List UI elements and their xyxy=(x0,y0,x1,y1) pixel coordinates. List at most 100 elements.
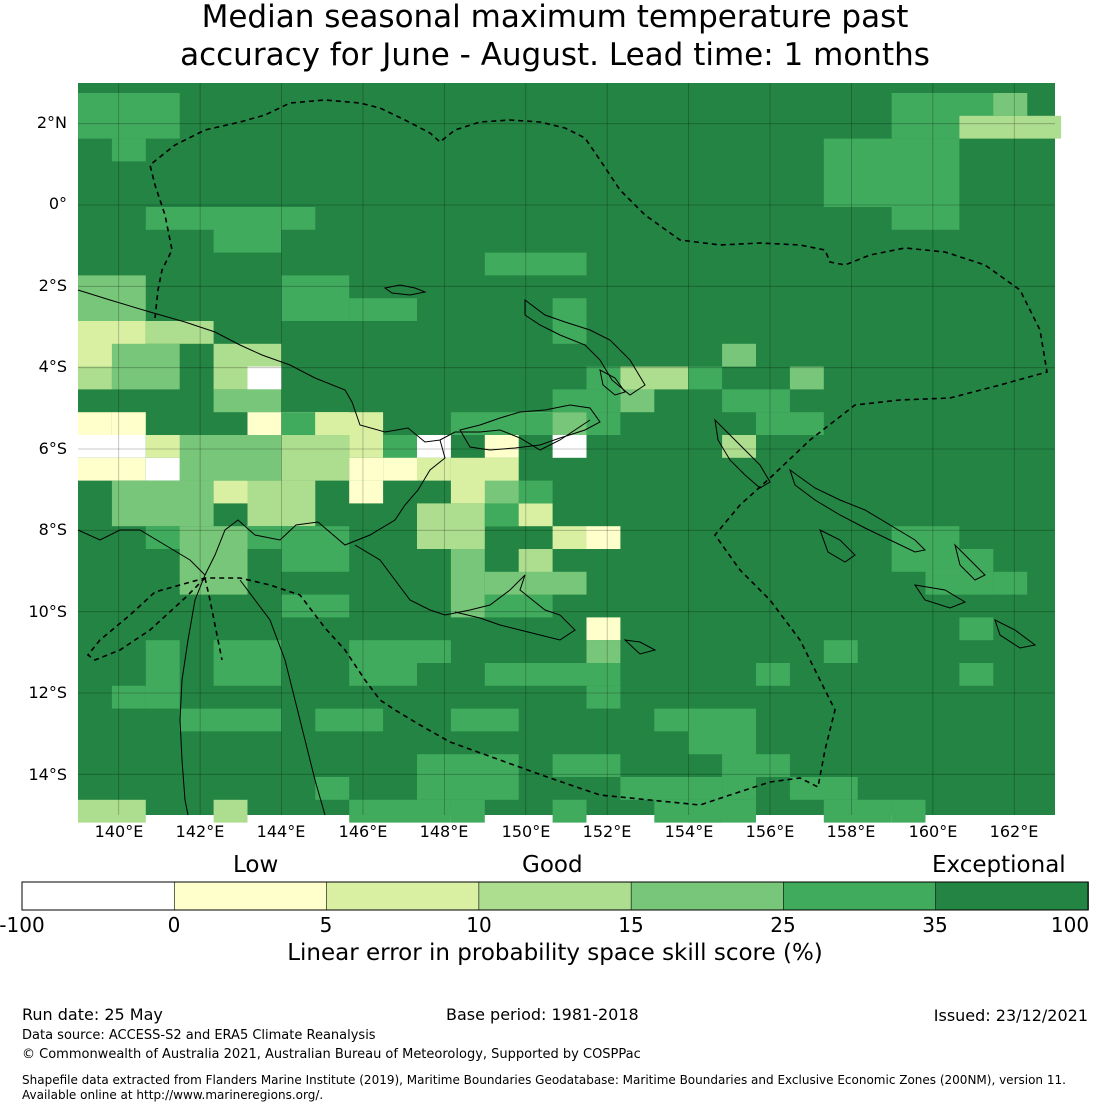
grid-cell xyxy=(78,412,112,435)
grid-cell xyxy=(78,366,112,390)
grid-cell xyxy=(213,640,282,686)
lon-label-146e: 146°E xyxy=(338,822,388,841)
grid-cell xyxy=(722,343,756,367)
grid-cell xyxy=(179,708,282,732)
grid-cell xyxy=(518,503,553,527)
colorbar-category-good: Good xyxy=(522,852,583,878)
grid-cell xyxy=(586,412,621,435)
grid-cell xyxy=(281,435,350,481)
lat-label-12s: 12°S xyxy=(28,683,67,702)
grid-cell xyxy=(823,799,892,823)
colorbar-tick-5: 5 xyxy=(319,913,333,937)
grid-cell xyxy=(586,685,621,709)
lon-label-150e: 150°E xyxy=(501,822,551,841)
grid-cell xyxy=(383,457,417,481)
grid-cell xyxy=(450,412,553,435)
grid-cell xyxy=(552,298,587,344)
grid-cell xyxy=(247,480,316,527)
grid-cell xyxy=(891,207,960,230)
grid-cell xyxy=(484,571,519,595)
guadalcanal-coastline xyxy=(913,584,967,609)
grid-cell xyxy=(281,275,350,321)
grid-cell xyxy=(552,526,587,549)
solomons-north-coastline xyxy=(789,468,927,553)
grid-cell xyxy=(417,435,451,458)
grid-cell xyxy=(620,366,689,390)
solomons-south-coastline xyxy=(819,528,856,563)
malaita-coastline xyxy=(954,543,986,581)
lat-label-4s: 4°S xyxy=(38,357,67,376)
grid-cell xyxy=(145,207,316,230)
grid-cell xyxy=(925,571,994,595)
lon-label-154e: 154°E xyxy=(664,822,714,841)
colorbar-tick-10: 10 xyxy=(466,913,492,937)
colorbar-tick-35: 35 xyxy=(922,913,948,937)
lon-label-162e: 162°E xyxy=(989,822,1039,841)
grid-cell xyxy=(959,617,994,641)
grid-cell xyxy=(281,594,350,618)
new-ireland-coastline xyxy=(599,369,626,396)
grid-cell xyxy=(78,275,146,321)
grid-cell xyxy=(484,663,621,686)
cape-york-coastline xyxy=(239,579,326,816)
eez-boundaries xyxy=(86,99,1048,806)
new-britain-south-coastline xyxy=(459,404,601,451)
grid-cell xyxy=(959,663,994,686)
grid-cell xyxy=(518,571,587,595)
colorbar-tick-m100: -100 xyxy=(0,913,45,937)
makira-coastline xyxy=(994,619,1037,649)
grid-cell xyxy=(281,412,316,435)
map-gridlines xyxy=(78,83,1055,815)
lon-label-142e: 142°E xyxy=(175,822,225,841)
louisiade-coastline xyxy=(623,639,657,655)
lon-label-148e: 148°E xyxy=(419,822,469,841)
grid-cell xyxy=(722,731,756,755)
grid-cell xyxy=(111,412,146,435)
grid-cell xyxy=(417,754,519,800)
grid-cell xyxy=(417,457,451,481)
lat-label-14s: 14°S xyxy=(28,765,67,784)
grid-cell xyxy=(349,435,384,458)
colorbar-category-exceptional: Exceptional xyxy=(932,852,1066,878)
colorbar-tick-0: 0 xyxy=(167,913,181,937)
grid-cell xyxy=(688,366,723,390)
grid-cell xyxy=(552,435,587,458)
grid-cell xyxy=(315,412,384,435)
grid-cell xyxy=(552,754,621,777)
grid-cell xyxy=(450,799,485,823)
data-source: Data source: ACCESS-S2 and ERA5 Climate … xyxy=(22,1028,376,1043)
grid-cell xyxy=(78,93,180,139)
grid-cell xyxy=(484,503,519,527)
issued-date: Issued: 23/12/2021 xyxy=(933,1006,1088,1025)
grid-cell xyxy=(891,799,926,823)
run-date: Run date: 25 May xyxy=(22,1005,163,1024)
lon-label-152e: 152°E xyxy=(582,822,632,841)
grid-cell xyxy=(586,366,621,390)
lon-label-156e: 156°E xyxy=(745,822,795,841)
grid-cell xyxy=(450,708,519,732)
grid-cell xyxy=(145,640,180,709)
grid-cell xyxy=(722,389,790,413)
grid-cell xyxy=(586,617,621,641)
grid-cell xyxy=(993,571,1028,595)
grid-cell xyxy=(891,526,960,572)
grid-cell xyxy=(247,526,282,549)
grid-cell xyxy=(349,640,417,686)
colorbar-tick-100: 100 xyxy=(1050,913,1090,937)
colorbar-tick-15: 15 xyxy=(618,913,644,937)
base-period: Base period: 1981-2018 xyxy=(446,1005,639,1024)
grid-cell xyxy=(78,457,146,481)
grid-cell xyxy=(654,708,689,732)
grid-cell xyxy=(111,480,214,527)
grid-cell xyxy=(993,93,1028,116)
grid-cell xyxy=(349,799,451,823)
shapefile-credit-line2: Available online at http://www.marinereg… xyxy=(22,1088,324,1102)
grid-cell xyxy=(552,799,587,823)
lon-label-144e: 144°E xyxy=(256,822,306,841)
grid-cell xyxy=(722,754,790,777)
grid-cell xyxy=(315,777,350,800)
grid-cell xyxy=(789,366,824,390)
grid-cell xyxy=(349,298,417,321)
colorbar-label: Linear error in probability space skill … xyxy=(287,940,823,966)
lat-label-2n: 2°N xyxy=(36,113,67,132)
